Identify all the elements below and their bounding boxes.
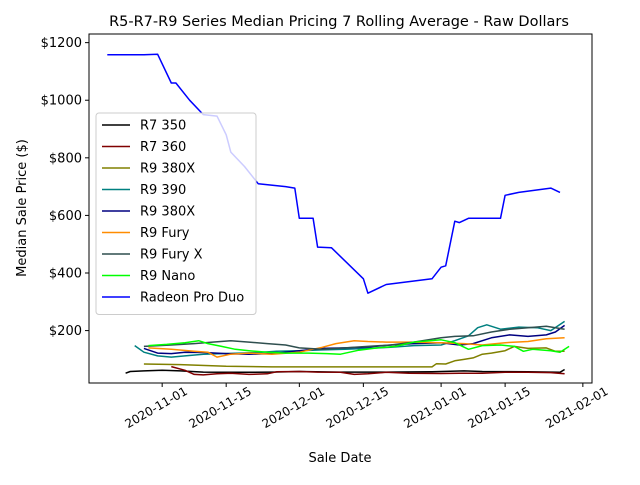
legend-label-r9-390-3: R9 390 [140,183,186,198]
y-tick-label: $800 [49,151,82,166]
series-line-r7-360-1 [171,365,565,376]
y-tick-label: $1200 [41,36,82,51]
legend-label-r9-fury-x-6: R9 Fury X [140,248,203,263]
plot-area-frame [88,33,593,384]
legend-label-r9-380x-2: R9 380X [140,162,195,177]
series-line-r9-nano-7 [148,339,570,355]
legend-label-r9-nano-7: R9 Nano [140,269,195,284]
y-tick-label: $200 [49,324,82,339]
legend-label-r9-fury-5: R9 Fury [140,226,190,241]
chart-title: R5-R7-R9 Series Median Pricing 7 Rolling… [109,14,569,30]
y-tick-label: $600 [49,209,82,224]
series-line-r9-fury-5 [148,337,565,358]
series-line-r9-fury-x-6 [143,325,565,351]
x-axis-label: Sale Date [308,451,371,466]
series-line-r9-380x-2 [143,345,565,368]
legend-label-radeon-pro-duo-8: Radeon Pro Duo [140,291,244,306]
legend-label-r7-360-1: R7 360 [140,140,186,155]
legend: R7 350 R7 360 R9 380X R9 390 R9 380X R9 Fury R… [95,112,257,315]
y-axis-label: Median Sale Price ($) [15,139,30,277]
series-line-radeon-pro-duo-8 [107,53,561,294]
legend-label-r7-350-0: R7 350 [140,119,186,134]
series-line-r9-390-3 [134,320,566,358]
y-axis: $200 $400 $600 $800 $1000 $1200 [41,36,89,339]
legend-label-r9-380x-4: R9 380X [140,205,195,220]
legend-box [95,112,257,315]
series-layer [107,53,570,376]
y-tick-label: $400 [49,267,82,282]
y-tick-label: $1000 [41,94,82,109]
